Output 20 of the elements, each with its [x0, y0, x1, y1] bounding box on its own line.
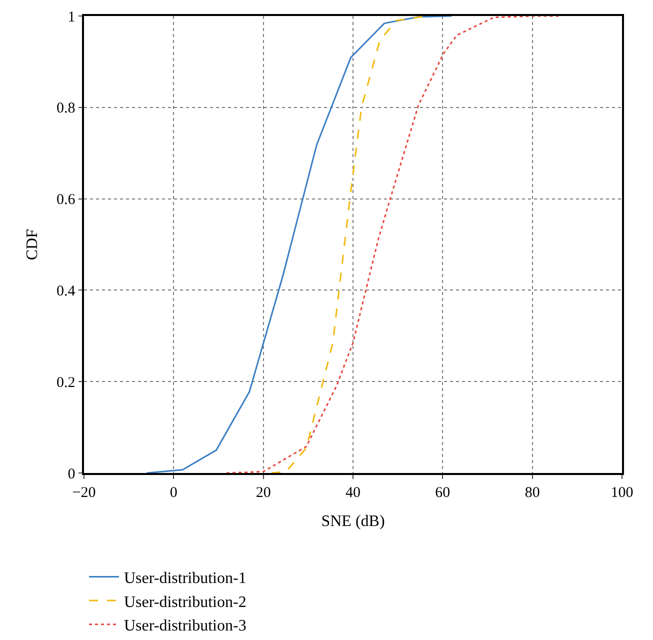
legend-label: User-distribution-1: [124, 570, 246, 587]
line-series: [146, 16, 452, 473]
x-tick-label: 40: [346, 484, 360, 501]
y-tick-label: 0.4: [56, 283, 76, 300]
y-tick-label: 0: [68, 466, 76, 482]
y-tick-label: 0.6: [56, 192, 76, 208]
x-tick-label: 60: [435, 484, 450, 501]
x-tick-label: 20: [256, 484, 271, 501]
y-tick-label: 0.8: [56, 100, 76, 117]
x-tick-label: −20: [72, 484, 96, 501]
x-tick-label: 0: [170, 484, 178, 501]
legend-label: User-distribution-3: [124, 618, 246, 635]
legend-label: User-distribution-2: [124, 594, 246, 611]
line-series: [226, 16, 560, 473]
y-axis-title: CDF: [24, 228, 41, 260]
y-tick-label: 0.2: [56, 374, 76, 391]
x-tick-label: 100: [610, 484, 634, 501]
y-tick-label: 1: [68, 9, 76, 26]
x-axis-title: SNE (dB): [321, 512, 385, 530]
x-tick-label: 80: [524, 484, 540, 501]
